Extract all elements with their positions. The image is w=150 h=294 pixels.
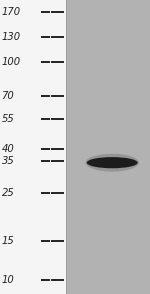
Text: 25: 25 [2,188,14,198]
Text: 70: 70 [2,91,14,101]
Text: 55: 55 [2,113,14,123]
Text: 100: 100 [2,57,21,67]
Ellipse shape [85,154,139,172]
Bar [66,0,150,294]
Text: 170: 170 [2,7,21,17]
Bar [0,0,66,294]
Text: 15: 15 [2,236,14,246]
Text: 35: 35 [2,156,14,166]
Ellipse shape [87,157,138,168]
Text: 40: 40 [2,144,14,154]
Text: 10: 10 [2,275,14,285]
Text: 130: 130 [2,32,21,42]
